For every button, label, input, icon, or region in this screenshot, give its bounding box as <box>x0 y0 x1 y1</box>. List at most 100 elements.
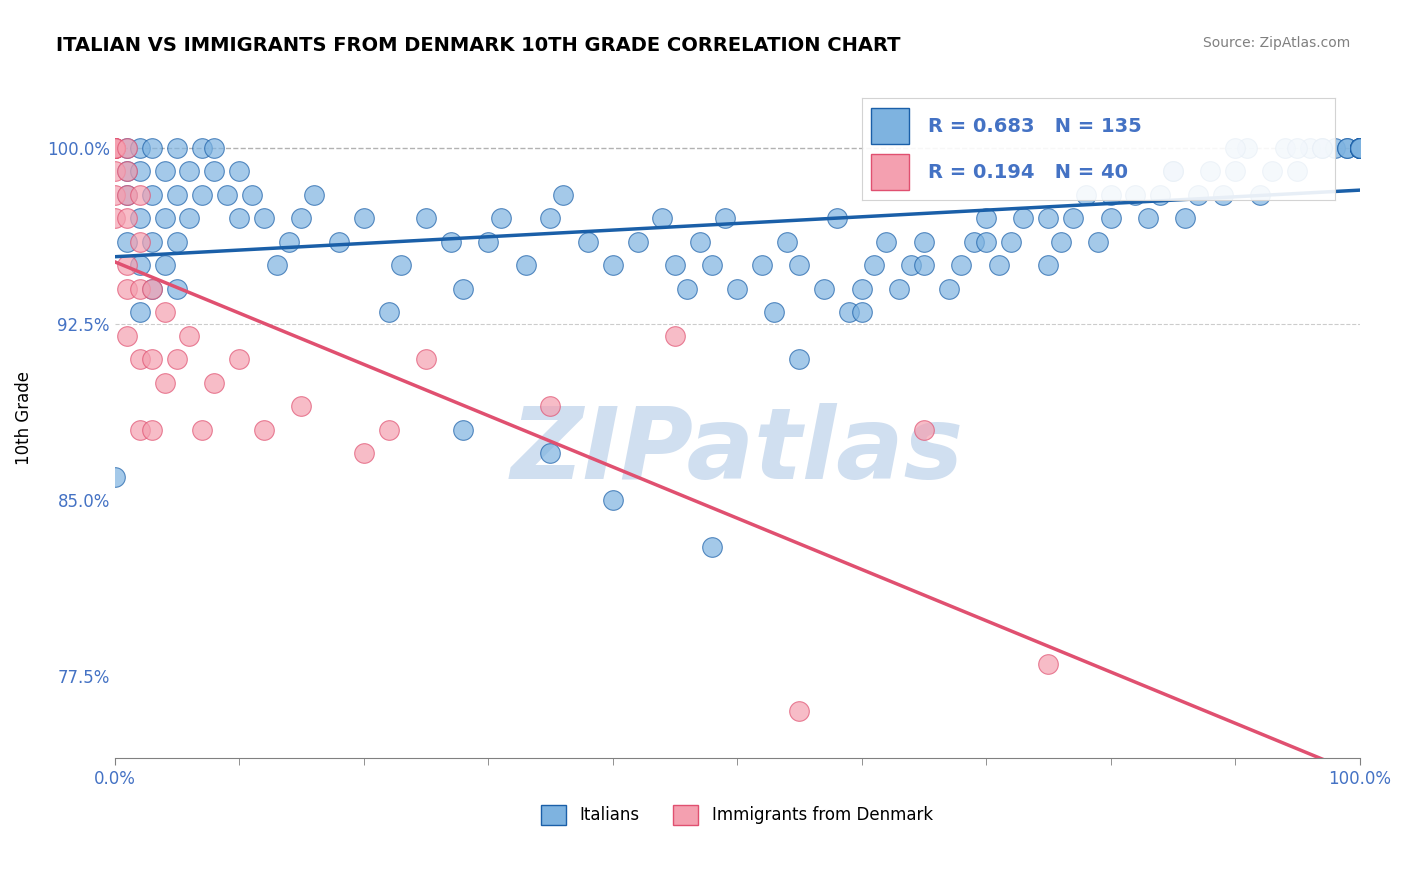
Point <box>389 258 412 272</box>
Point <box>141 352 163 367</box>
Point <box>1125 187 1147 202</box>
Point <box>128 211 150 226</box>
Point <box>825 211 848 226</box>
Point <box>104 141 127 155</box>
Point <box>166 141 188 155</box>
Point <box>1348 141 1371 155</box>
Point <box>215 187 238 202</box>
Point <box>477 235 499 249</box>
Point <box>153 164 176 178</box>
Point <box>328 235 350 249</box>
Point <box>576 235 599 249</box>
Point <box>104 141 127 155</box>
Point <box>1310 141 1333 155</box>
Point <box>191 141 214 155</box>
Point <box>240 187 263 202</box>
Point <box>290 211 312 226</box>
Point <box>1223 164 1246 178</box>
Point <box>1348 141 1371 155</box>
Point <box>1348 141 1371 155</box>
Point <box>115 258 138 272</box>
Point <box>538 211 561 226</box>
Point <box>141 282 163 296</box>
Point <box>1348 141 1371 155</box>
Point <box>377 305 399 319</box>
Point <box>515 258 537 272</box>
Point <box>266 258 288 272</box>
Point <box>912 423 935 437</box>
Point <box>179 164 201 178</box>
Point <box>153 258 176 272</box>
Point <box>115 187 138 202</box>
Point <box>1161 164 1184 178</box>
Point <box>538 446 561 460</box>
Point <box>1249 187 1271 202</box>
Point <box>1087 235 1109 249</box>
Point <box>1348 141 1371 155</box>
Point <box>1212 187 1234 202</box>
Point <box>153 376 176 390</box>
Point <box>128 305 150 319</box>
Point <box>1261 164 1284 178</box>
Point <box>128 423 150 437</box>
Legend: Italians, Immigrants from Denmark: Italians, Immigrants from Denmark <box>534 798 939 831</box>
Point <box>887 282 910 296</box>
Point <box>1000 235 1022 249</box>
Text: ITALIAN VS IMMIGRANTS FROM DENMARK 10TH GRADE CORRELATION CHART: ITALIAN VS IMMIGRANTS FROM DENMARK 10TH … <box>56 36 901 54</box>
Point <box>602 258 624 272</box>
Point <box>302 187 325 202</box>
Point <box>813 282 835 296</box>
Point <box>253 423 276 437</box>
Point <box>1348 141 1371 155</box>
Point <box>104 141 127 155</box>
Point <box>1038 211 1060 226</box>
Point <box>1348 141 1371 155</box>
Point <box>115 164 138 178</box>
Point <box>153 211 176 226</box>
Point <box>1336 141 1358 155</box>
Point <box>1274 141 1296 155</box>
Point <box>153 305 176 319</box>
Point <box>202 141 225 155</box>
Point <box>1348 141 1371 155</box>
Point <box>602 493 624 508</box>
Point <box>1336 141 1358 155</box>
Point <box>1149 187 1171 202</box>
Point <box>962 235 984 249</box>
Point <box>538 399 561 413</box>
Point <box>1038 258 1060 272</box>
Point <box>191 423 214 437</box>
Point <box>228 164 250 178</box>
Point <box>702 540 724 554</box>
Point <box>128 282 150 296</box>
Point <box>1348 141 1371 155</box>
Point <box>664 258 686 272</box>
Point <box>104 164 127 178</box>
Point <box>104 141 127 155</box>
Point <box>104 141 127 155</box>
Point <box>950 258 973 272</box>
Point <box>166 187 188 202</box>
Point <box>415 352 437 367</box>
Point <box>1286 164 1309 178</box>
Point <box>128 187 150 202</box>
Point <box>876 235 898 249</box>
Point <box>1236 141 1258 155</box>
Point <box>1223 141 1246 155</box>
Point <box>664 328 686 343</box>
Point <box>166 235 188 249</box>
Point <box>1012 211 1035 226</box>
Point <box>115 211 138 226</box>
Point <box>551 187 574 202</box>
Point <box>115 328 138 343</box>
Point <box>453 423 475 437</box>
Point <box>725 282 748 296</box>
Point <box>1286 141 1309 155</box>
Point <box>851 305 873 319</box>
Point <box>851 282 873 296</box>
Point <box>141 282 163 296</box>
Point <box>651 211 673 226</box>
Point <box>115 282 138 296</box>
Point <box>166 282 188 296</box>
Point <box>440 235 463 249</box>
